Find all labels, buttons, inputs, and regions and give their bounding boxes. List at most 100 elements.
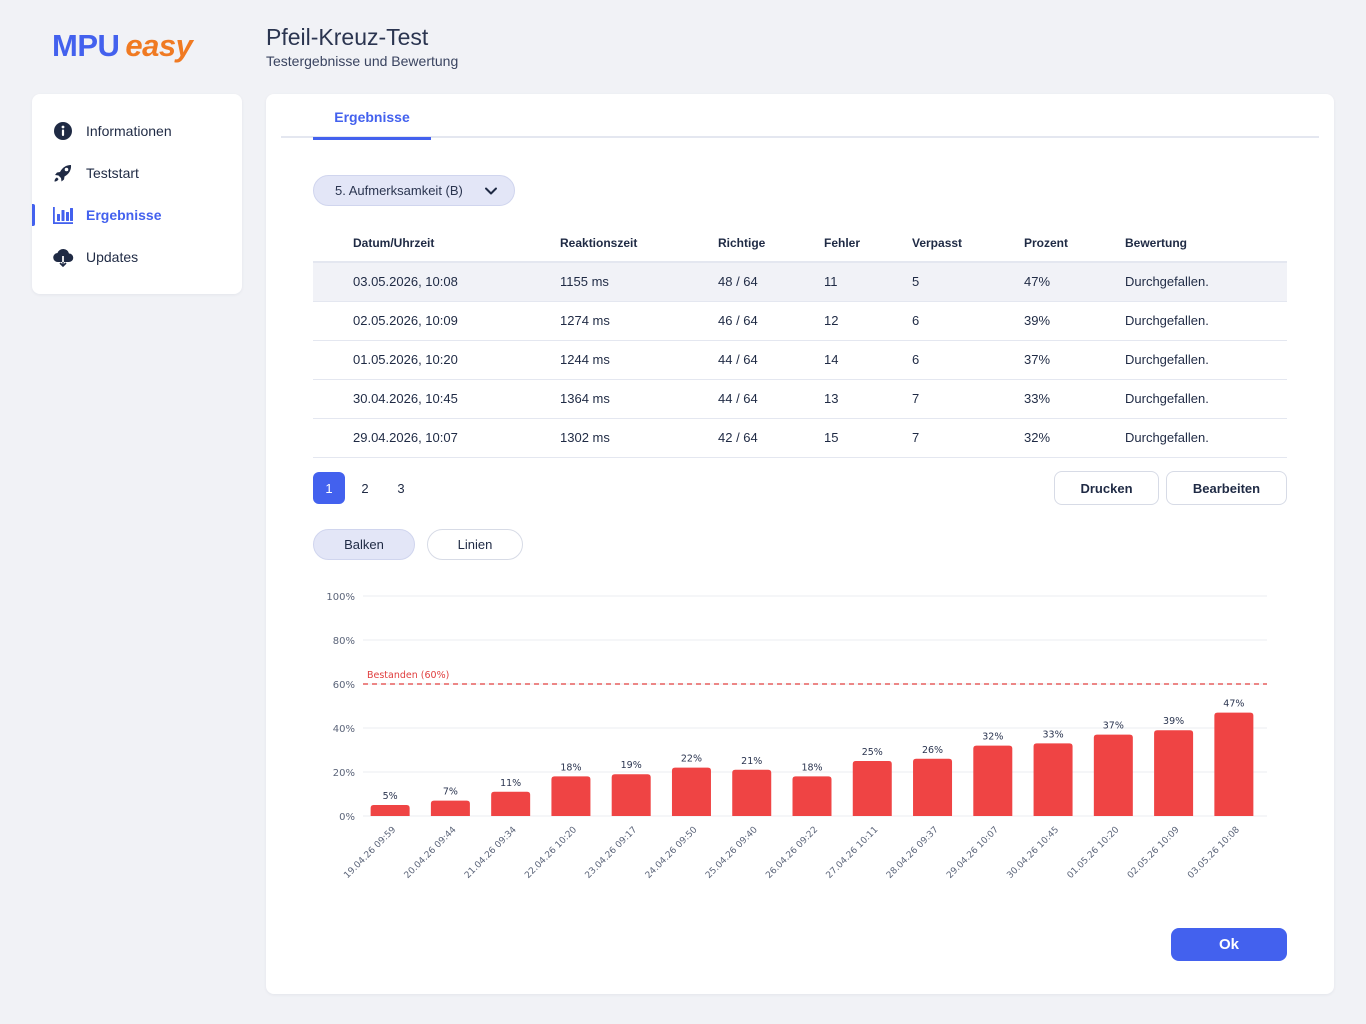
table-row[interactable]: 02.05.2026, 10:09 1274 ms 46 / 64 12 6 3… [313,301,1287,341]
table-header-row: Datum/Uhrzeit Reaktionszeit Richtige Feh… [313,224,1287,263]
x-tick-label: 01.05.26 10:20 [1066,825,1122,881]
tab-ergebnisse[interactable]: Ergebnisse [313,94,431,140]
bar [611,774,651,816]
x-tick-label: 28.04.26 09:37 [885,825,941,881]
page-title: Pfeil-Kreuz-Test [266,24,429,50]
column-header-bewertung: Bewertung [1125,224,1287,263]
edit-button[interactable]: Bearbeiten [1166,471,1287,505]
x-tick-label: 29.04.26 10:07 [945,825,1001,881]
bar [491,791,531,816]
cell-fehler: 15 [824,418,912,458]
cell-richtige: 44 / 64 [718,340,824,380]
test-select-dropdown[interactable]: 5. Aufmerksamkeit (B) [313,175,515,206]
cell-fehler: 14 [824,340,912,380]
x-tick-label: 26.04.26 09:22 [764,825,820,881]
view-toggle-lines[interactable]: Linien [427,529,523,560]
cell-prozent: 32% [1024,418,1125,458]
page-button-2[interactable]: 2 [361,480,369,496]
table-row[interactable]: 30.04.2026, 10:45 1364 ms 44 / 64 13 7 3… [313,379,1287,419]
view-toggle-bars[interactable]: Balken [313,529,415,560]
y-tick-label: 60% [333,680,355,691]
sidebar-item-ergebnisse[interactable]: Ergebnisse [32,194,242,236]
cell-reaktionszeit: 1155 ms [560,262,718,302]
bar-value-label: 37% [1103,721,1124,732]
bar [370,805,410,816]
chevron-down-icon [484,184,498,201]
x-tick-label: 22.04.26 10:20 [523,825,579,881]
bar-value-label: 22% [681,754,702,765]
bar-value-label: 18% [801,762,822,773]
bar-value-label: 11% [500,778,521,789]
sidebar-item-teststart[interactable]: Teststart [32,152,242,194]
cell-reaktionszeit: 1302 ms [560,418,718,458]
cell-fehler: 13 [824,379,912,419]
pagination: 1 2 3 [313,472,421,504]
logo-easy: easy [125,28,193,63]
cell-reaktionszeit: 1274 ms [560,301,718,341]
x-tick-label: 19.04.26 09:59 [342,825,398,881]
cell-verpasst: 7 [912,379,1024,419]
bar [732,769,772,816]
dropdown-value: 5. Aufmerksamkeit (B) [335,183,463,198]
x-tick-label: 23.04.26 09:17 [584,825,640,881]
rocket-icon [52,162,74,184]
bar-value-label: 47% [1223,699,1244,710]
cell-verpasst: 6 [912,340,1024,380]
print-button[interactable]: Drucken [1054,471,1159,505]
bar-value-label: 26% [922,745,943,756]
bar [671,767,711,816]
cell-datum: 30.04.2026, 10:45 [313,379,560,419]
column-header-fehler: Fehler [824,224,912,263]
table-row[interactable]: 03.05.2026, 10:08 1155 ms 48 / 64 11 5 4… [313,262,1287,302]
cell-bewertung: Durchgefallen. [1125,301,1287,341]
cell-bewertung: Durchgefallen. [1125,340,1287,380]
bar-value-label: 32% [982,732,1003,743]
results-bar-chart: 0% 20% 40% 60% 80% 100% Bestanden (60%) 5% 19.04… [326,592,1267,881]
cell-fehler: 12 [824,301,912,341]
x-tick-label: 20.04.26 09:44 [403,825,459,881]
cell-reaktionszeit: 1244 ms [560,340,718,380]
page-button-3[interactable]: 3 [397,480,405,496]
page-button-1[interactable]: 1 [313,472,345,504]
cell-bewertung: Durchgefallen. [1125,262,1287,302]
bar [1154,730,1194,816]
logo-mpu: MPU [52,28,120,63]
bar [792,776,832,816]
x-tick-label: 24.04.26 09:50 [644,825,700,881]
table-row[interactable]: 01.05.2026, 10:20 1244 ms 44 / 64 14 6 3… [313,340,1287,380]
bar [1093,734,1133,816]
x-tick-label: 27.04.26 10:11 [825,825,881,881]
info-icon [52,120,74,142]
bar [913,758,953,816]
bar-value-label: 33% [1043,729,1064,740]
cell-datum: 01.05.2026, 10:20 [313,340,560,380]
bar-value-label: 18% [560,762,581,773]
sidebar-item-informationen[interactable]: Informationen [32,110,242,152]
column-header-richtige: Richtige [718,224,824,263]
y-tick-label: 100% [326,592,355,603]
table-row[interactable]: 29.04.2026, 10:07 1302 ms 42 / 64 15 7 3… [313,418,1287,458]
bar-value-label: 25% [862,747,883,758]
cell-prozent: 47% [1024,262,1125,302]
sidebar-item-updates[interactable]: Updates [32,236,242,278]
threshold-label: Bestanden (60%) [367,670,449,681]
cell-verpasst: 7 [912,418,1024,458]
cell-prozent: 39% [1024,301,1125,341]
y-tick-label: 0% [339,812,355,823]
cell-bewertung: Durchgefallen. [1125,379,1287,419]
cell-richtige: 44 / 64 [718,379,824,419]
ok-button[interactable]: Ok [1171,928,1287,961]
cell-datum: 03.05.2026, 10:08 [313,262,560,302]
x-tick-label: 30.04.26 10:45 [1005,825,1061,881]
cell-reaktionszeit: 1364 ms [560,379,718,419]
y-tick-label: 80% [333,636,355,647]
sidebar-item-label: Informationen [86,123,172,139]
tab-bar: Ergebnisse [281,94,1319,140]
cell-prozent: 33% [1024,379,1125,419]
sidebar-item-label: Updates [86,249,139,265]
cell-datum: 02.05.2026, 10:09 [313,301,560,341]
cell-richtige: 48 / 64 [718,262,824,302]
bar [852,761,892,816]
x-tick-label: 21.04.26 09:34 [463,825,519,881]
bar [973,745,1013,816]
